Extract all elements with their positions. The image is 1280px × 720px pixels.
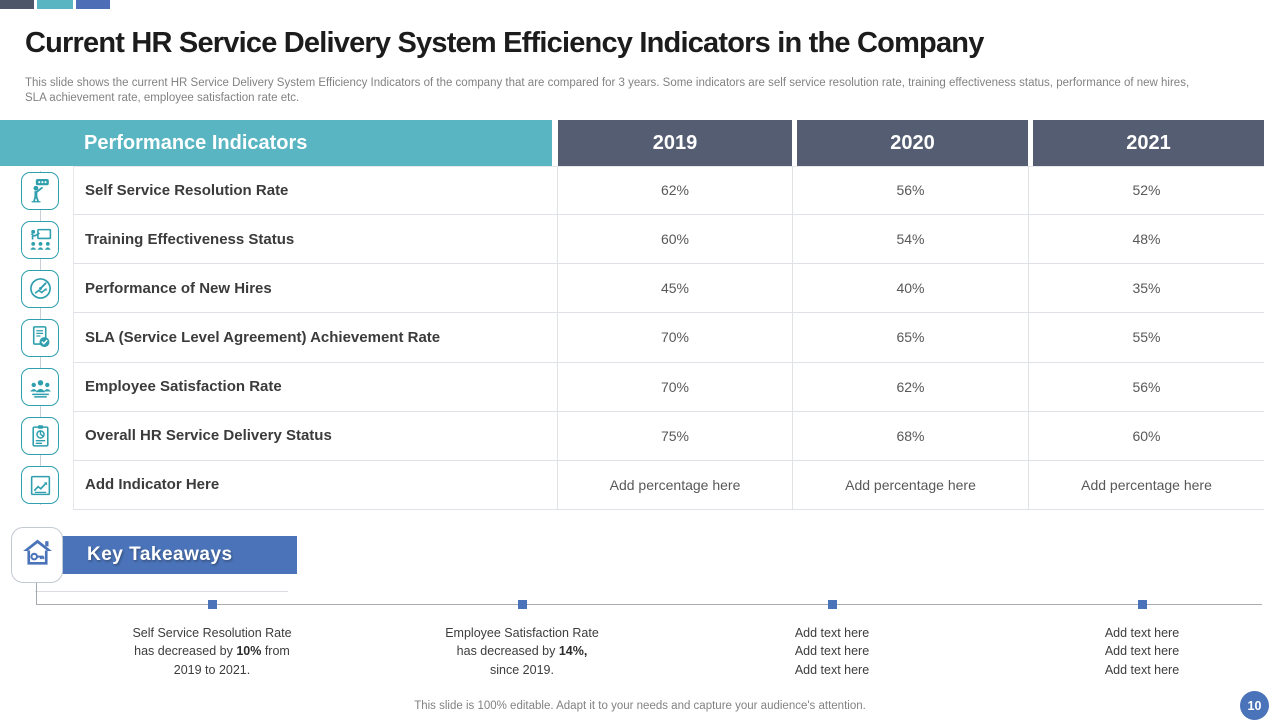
timeline-marker (517, 600, 527, 609)
key-takeaways-icon-box (11, 527, 63, 583)
row-icon-cell (0, 412, 73, 461)
add-indicator-icon (21, 466, 59, 505)
timeline-marker (207, 600, 217, 609)
timeline-line (36, 604, 1262, 605)
sla-document-icon (21, 318, 59, 357)
takeaway-text: Add text here Add text here Add text here (794, 626, 870, 677)
house-key-icon (19, 534, 56, 576)
value-2020: 68% (792, 411, 1028, 461)
value-2020: 62% (792, 362, 1028, 412)
table-header-2021: 2021 (1033, 120, 1264, 166)
key-takeaways-banner: Key Takeaways (30, 536, 297, 574)
value-2019: 62% (557, 166, 792, 216)
footer-note: This slide is 100% editable. Adapt it to… (414, 700, 866, 712)
value-2019: Add percentage here (557, 460, 792, 510)
value-2020: 65% (792, 313, 1028, 363)
value-2020: 54% (792, 215, 1028, 265)
accent-bar-slate (0, 0, 34, 9)
value-2019: 60% (557, 215, 792, 265)
page-subtitle: This slide shows the current HR Service … (25, 76, 1189, 106)
indicator-label: Employee Satisfaction Rate (73, 362, 557, 412)
value-2021: 55% (1028, 313, 1264, 363)
banner-underline (35, 591, 288, 592)
table-header-2019: 2019 (558, 120, 792, 166)
value-2021: 48% (1028, 215, 1264, 265)
table-header-indicators: Performance Indicators (0, 120, 552, 166)
subtitle-line-2: SLA achievement rate, employee satisfact… (25, 91, 300, 104)
takeaway-text: Employee Satisfaction Rate has decreased … (445, 626, 599, 677)
page-title: Current HR Service Delivery System Effic… (25, 27, 984, 59)
subtitle-line-1: This slide shows the current HR Service … (25, 77, 1190, 89)
table-body: Self Service Resolution Rate 62% 56% 52% Tra… (0, 166, 1264, 510)
value-2019: 75% (557, 411, 792, 461)
indicator-label: Add Indicator Here (73, 460, 557, 510)
presenter-icon (21, 171, 59, 210)
table-row: SLA (Service Level Agreement) Achievemen… (0, 313, 1264, 363)
value-2021: Add percentage here (1028, 460, 1264, 510)
table-row: Add Indicator Here Add percentage here Add… (0, 460, 1264, 510)
table-row: Performance of New Hires 45% 40% 35% (0, 264, 1264, 314)
value-2019: 70% (557, 362, 792, 412)
accent-bar-blue (76, 0, 110, 9)
table-top-border (73, 166, 1264, 167)
takeaway-text: Self Service Resolution Rate has decrease… (132, 626, 292, 677)
value-2019: 70% (557, 313, 792, 363)
value-2020: 40% (792, 264, 1028, 314)
row-icon-cell (0, 461, 73, 510)
timeline-connector (36, 583, 37, 604)
gauge-icon (21, 269, 59, 308)
table-header-2020: 2020 (797, 120, 1028, 166)
value-2021: 52% (1028, 166, 1264, 216)
employee-group-icon (21, 368, 59, 407)
table-row: Self Service Resolution Rate 62% 56% 52% (0, 166, 1264, 216)
indicator-label: Performance of New Hires (73, 264, 557, 314)
row-icon-cell (0, 166, 73, 215)
takeaway-text: Add text here Add text here Add text here (1104, 626, 1180, 677)
value-2021: 56% (1028, 362, 1264, 412)
value-2020: 56% (792, 166, 1028, 216)
row-icon-cell (0, 363, 73, 412)
row-icon-cell (0, 215, 73, 264)
indicator-label: Overall HR Service Delivery Status (73, 411, 557, 461)
training-icon (21, 220, 59, 259)
value-2020: Add percentage here (792, 460, 1028, 510)
timeline-marker (1137, 600, 1147, 609)
page-number-badge: 10 (1240, 691, 1269, 720)
value-2021: 60% (1028, 411, 1264, 461)
row-icon-cell (0, 264, 73, 313)
indicator-label: Training Effectiveness Status (73, 215, 557, 265)
accent-bar-teal (37, 0, 73, 9)
indicator-label: SLA (Service Level Agreement) Achievemen… (73, 313, 557, 363)
indicator-label: Self Service Resolution Rate (73, 166, 557, 216)
value-2021: 35% (1028, 264, 1264, 314)
table-row: Training Effectiveness Status 60% 54% 48% (0, 215, 1264, 265)
table-row: Employee Satisfaction Rate 70% 62% 56% (0, 362, 1264, 412)
timeline-marker (827, 600, 837, 609)
table-row: Overall HR Service Delivery Status 75% 68%… (0, 411, 1264, 461)
row-icon-cell (0, 313, 73, 362)
clipboard-chart-icon (21, 417, 59, 456)
value-2019: 45% (557, 264, 792, 314)
